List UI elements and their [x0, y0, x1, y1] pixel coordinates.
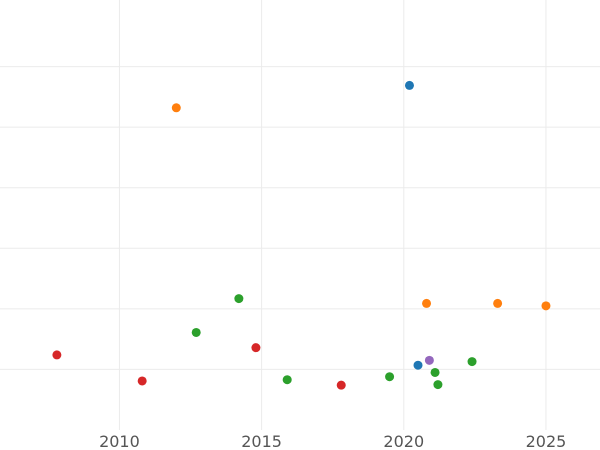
data-point-red — [251, 343, 261, 353]
data-point-green — [430, 367, 440, 377]
grid-layer — [0, 0, 600, 430]
x-tick-label: 2025 — [526, 432, 567, 450]
data-point-green — [234, 294, 244, 304]
x-tick-labels: 2010 2015 2020 2025 — [99, 432, 566, 450]
data-point-green — [282, 375, 292, 385]
x-tick-label: 2020 — [383, 432, 424, 450]
data-point-orange — [493, 298, 503, 308]
data-point-orange — [422, 298, 432, 308]
data-point-purple — [424, 355, 434, 365]
data-point-orange — [171, 103, 181, 113]
data-point-red — [137, 376, 147, 386]
data-point-green — [467, 357, 477, 367]
data-point-green — [385, 372, 395, 382]
data-point-red — [52, 350, 62, 360]
plot-background — [0, 0, 600, 430]
data-points — [52, 80, 551, 390]
x-tick-label: 2015 — [241, 432, 282, 450]
x-tick-label: 2010 — [99, 432, 140, 450]
data-point-blue — [413, 360, 423, 370]
data-point-green — [191, 327, 201, 337]
data-point-red — [336, 380, 346, 390]
data-point-orange — [541, 301, 551, 311]
data-point-blue — [404, 80, 414, 90]
data-point-green — [433, 380, 443, 390]
